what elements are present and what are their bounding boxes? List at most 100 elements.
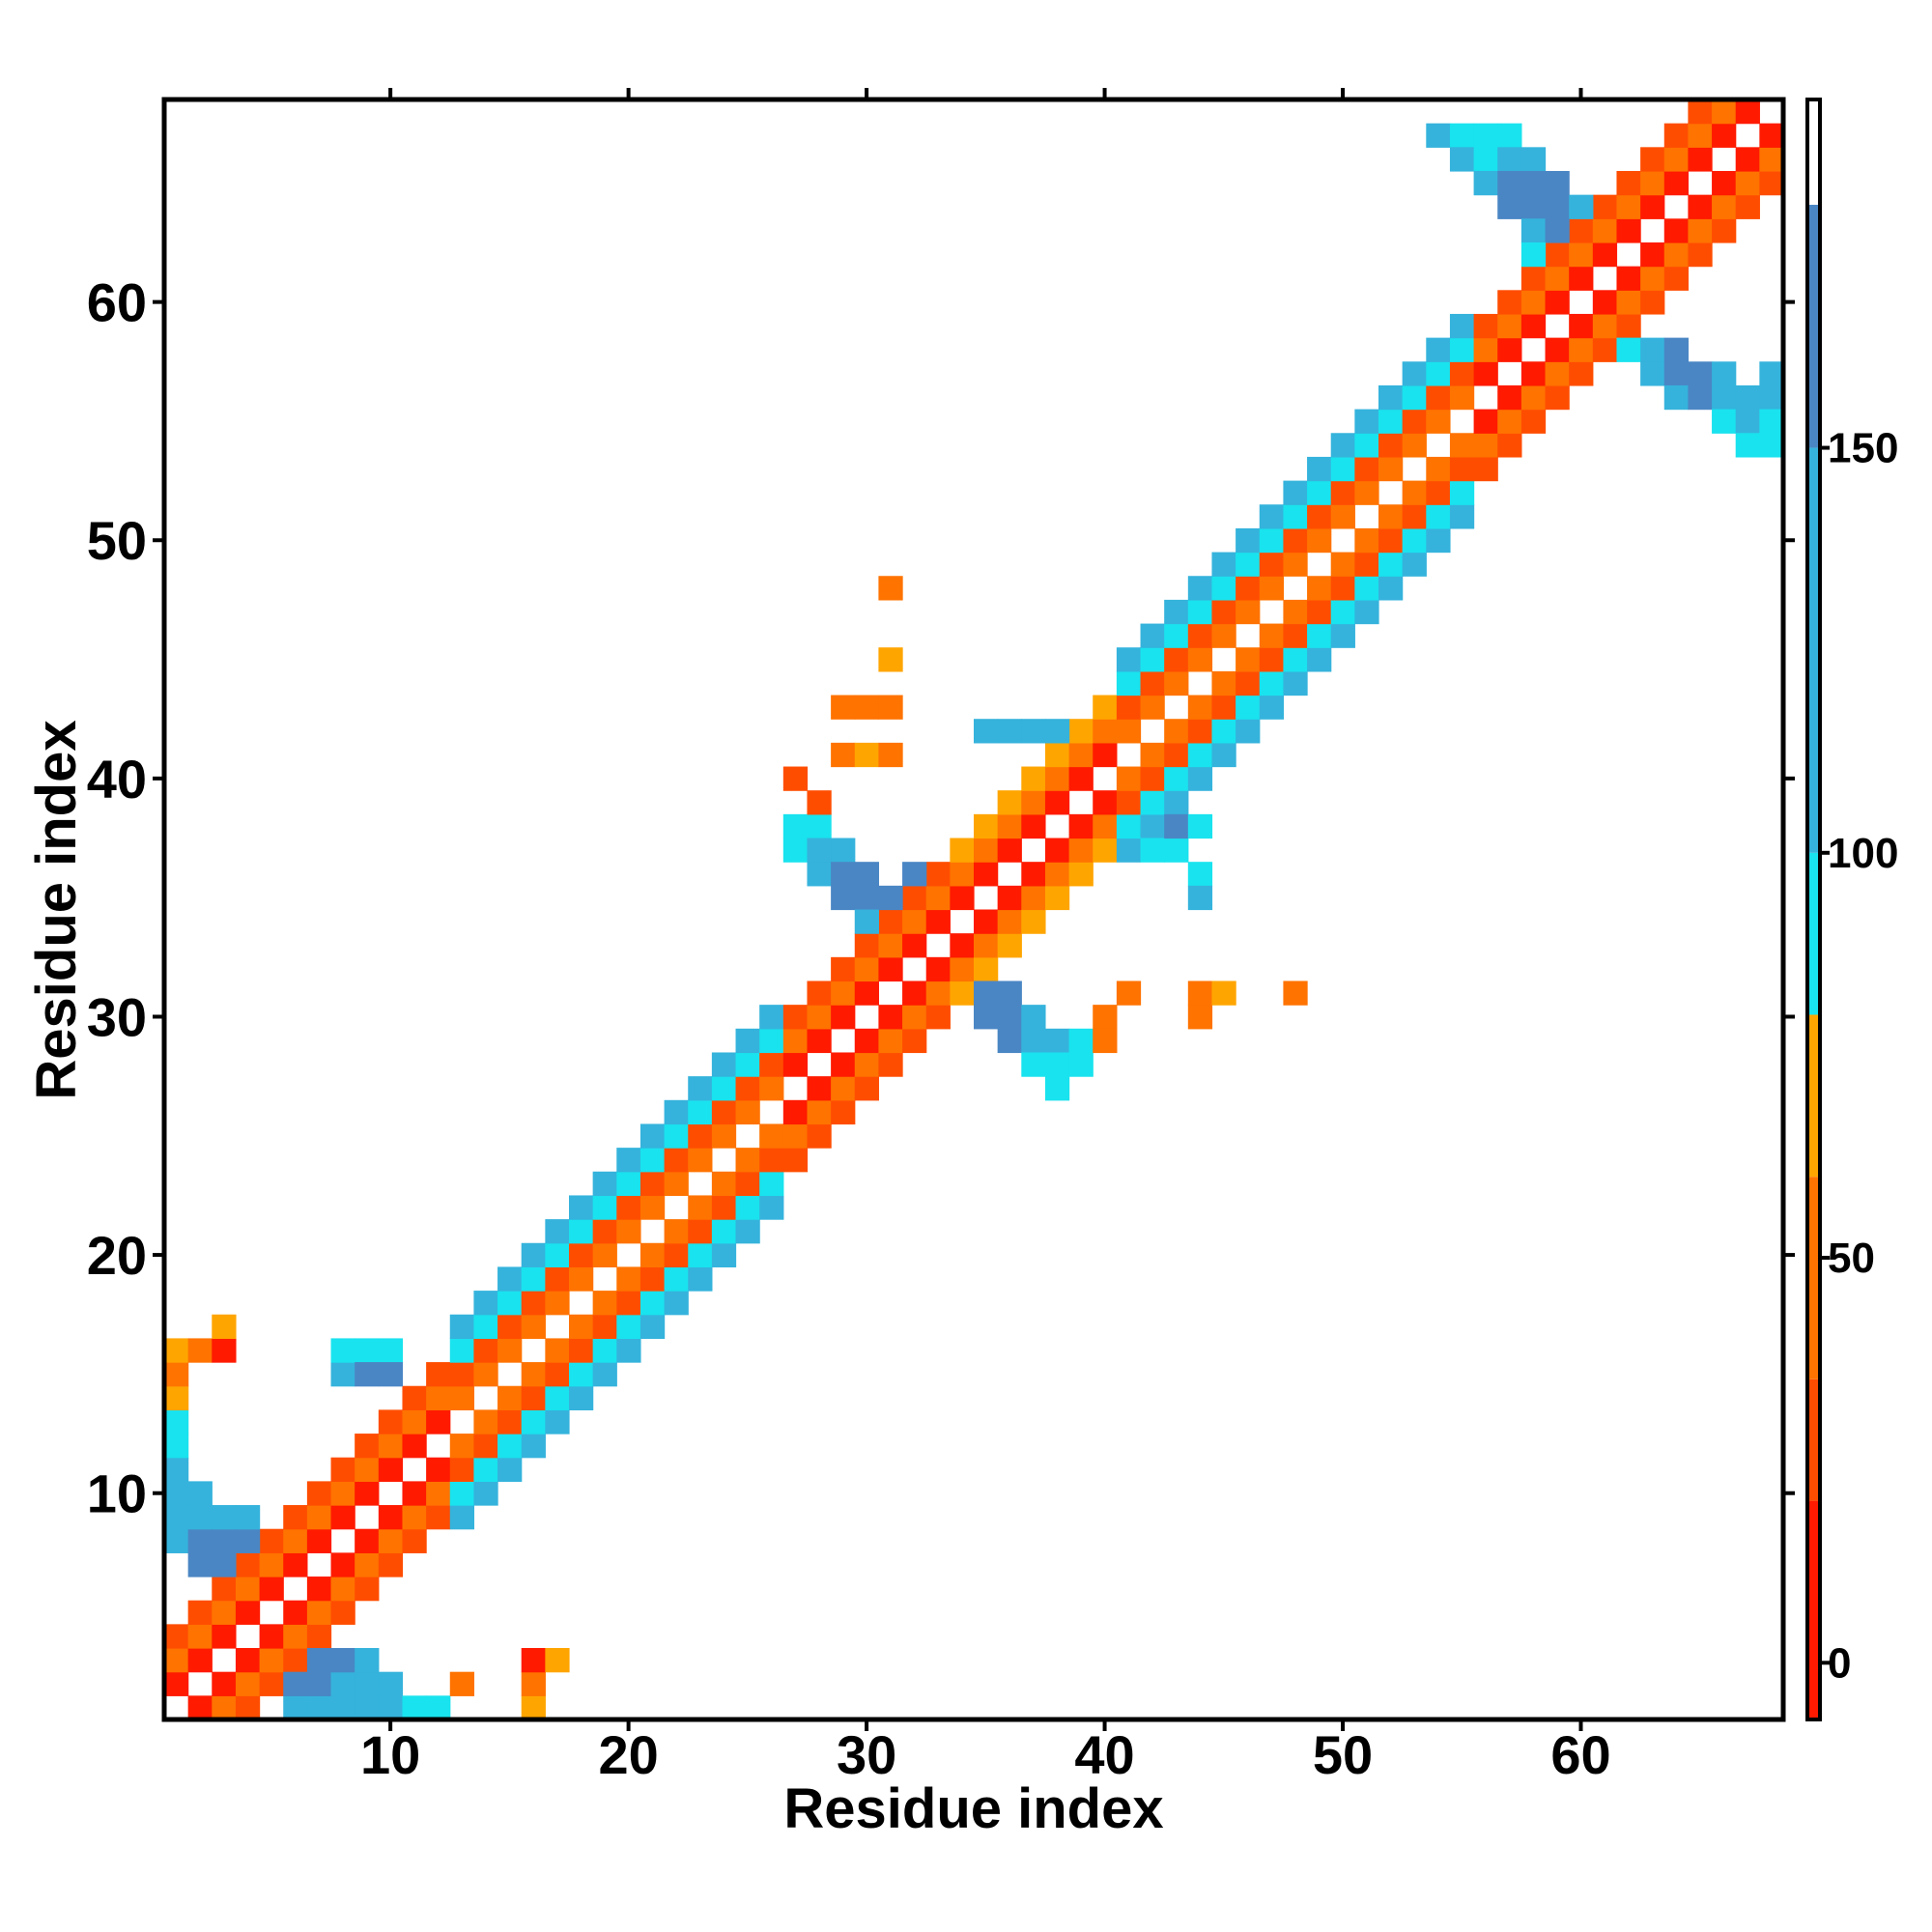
heatmap-cell	[1473, 433, 1498, 458]
heatmap-cell	[164, 1362, 189, 1387]
heatmap-cell	[1283, 504, 1308, 529]
heatmap-cell	[1663, 170, 1690, 196]
heatmap-cell	[1236, 670, 1261, 696]
heatmap-cell	[1569, 361, 1594, 386]
heatmap-cell	[925, 885, 951, 911]
heatmap-cell	[1520, 170, 1547, 196]
heatmap-cell	[1378, 576, 1404, 601]
heatmap-cell	[639, 1314, 666, 1340]
heatmap-cell	[1330, 480, 1355, 505]
heatmap-cell	[1402, 433, 1427, 458]
x-tick-label: 60	[1550, 1724, 1610, 1785]
heatmap-cell	[759, 1148, 784, 1173]
colorbar-tick-label: 150	[1828, 425, 1898, 472]
heatmap-cell	[330, 1600, 355, 1625]
heatmap-cell	[1330, 576, 1355, 601]
heatmap-cell	[235, 1577, 261, 1602]
heatmap-cell	[283, 1600, 308, 1625]
heatmap-cell	[1164, 670, 1189, 696]
heatmap-cell	[1187, 1005, 1213, 1030]
heatmap-cell	[664, 1123, 689, 1149]
heatmap-cell	[974, 956, 999, 982]
heatmap-cell	[1164, 647, 1189, 672]
heatmap-cell	[711, 1099, 737, 1125]
heatmap-cell	[306, 1481, 332, 1506]
heatmap-cell	[1545, 170, 1570, 196]
heatmap-cell	[378, 1338, 404, 1363]
y-tick-label: 30	[87, 986, 147, 1047]
heatmap-cell	[1449, 337, 1475, 362]
heatmap-cell	[854, 862, 880, 887]
heatmap-cell	[1545, 290, 1570, 315]
heatmap-cell	[1663, 384, 1690, 411]
colorbar-band	[1807, 1014, 1820, 1178]
heatmap-cell	[831, 695, 856, 720]
heatmap-cell	[974, 813, 999, 839]
heatmap-cell	[473, 1291, 498, 1316]
x-tick-label: 50	[1313, 1724, 1373, 1785]
heatmap-cell	[1354, 576, 1379, 601]
heatmap-cell	[782, 1148, 809, 1173]
heatmap-cell	[1211, 670, 1236, 696]
heatmap-cell	[902, 862, 927, 887]
heatmap-cell	[306, 1600, 332, 1625]
colorbar-band	[1807, 1500, 1820, 1719]
heatmap-cell	[1307, 527, 1332, 554]
heatmap-cell	[426, 1362, 451, 1387]
heatmap-cell	[1307, 456, 1332, 482]
heatmap-cell	[355, 1552, 380, 1577]
heatmap-cell	[473, 1314, 498, 1340]
heatmap-cell	[1378, 504, 1404, 529]
heatmap-cell	[1402, 480, 1427, 505]
heatmap-cell	[1688, 384, 1713, 411]
heatmap-cell	[497, 1457, 523, 1482]
heatmap-cell	[878, 1028, 903, 1054]
heatmap-cell	[1545, 384, 1570, 411]
heatmap-cell	[330, 1577, 355, 1602]
heatmap-cell	[1426, 504, 1451, 529]
heatmap-cell	[854, 980, 880, 1006]
heatmap-cell	[1068, 742, 1094, 768]
heatmap-cell	[545, 1648, 570, 1673]
heatmap-cell	[1712, 384, 1737, 411]
heatmap-cell	[974, 980, 999, 1006]
heatmap-cell	[1520, 409, 1547, 434]
y-tick-label: 20	[87, 1225, 147, 1286]
heatmap-cell	[1259, 576, 1285, 601]
x-tick-label: 30	[837, 1724, 896, 1785]
heatmap-cell	[1140, 670, 1165, 696]
heatmap-cell	[497, 1314, 523, 1340]
heatmap-cell	[1236, 527, 1261, 554]
heatmap-cell	[1044, 719, 1070, 744]
heatmap-cell	[997, 1005, 1022, 1030]
heatmap-cell	[1211, 742, 1236, 768]
heatmap-cell	[664, 1242, 689, 1268]
heatmap-cell	[545, 1385, 570, 1410]
heatmap-cell	[521, 1409, 546, 1435]
heatmap-cell	[759, 1195, 784, 1220]
heatmap-cell	[569, 1385, 594, 1410]
heatmap-cell	[1640, 290, 1665, 315]
heatmap-cell	[1021, 813, 1046, 839]
heatmap-cell	[1021, 1005, 1046, 1030]
heatmap-cell	[1330, 433, 1355, 458]
heatmap-cell	[1616, 313, 1641, 339]
heatmap-cell	[1093, 1005, 1118, 1030]
heatmap-cell	[1663, 337, 1690, 362]
heatmap-cell	[1497, 337, 1522, 362]
heatmap-cell	[1116, 980, 1142, 1006]
heatmap-cell	[212, 1552, 237, 1577]
heatmap-cell	[1068, 766, 1094, 791]
heatmap-cell	[1712, 361, 1737, 386]
y-tick-label: 60	[87, 272, 147, 333]
heatmap-cell	[1211, 623, 1236, 648]
heatmap-cell	[426, 1457, 451, 1482]
heatmap-cell	[259, 1624, 284, 1649]
heatmap-cell	[997, 909, 1022, 934]
heatmap-cell	[1164, 766, 1189, 791]
heatmap-cell	[1330, 504, 1355, 529]
heatmap-cell	[1712, 99, 1737, 125]
heatmap-cell	[878, 933, 903, 958]
heatmap-cell	[807, 813, 832, 839]
heatmap-cell	[1640, 361, 1665, 386]
